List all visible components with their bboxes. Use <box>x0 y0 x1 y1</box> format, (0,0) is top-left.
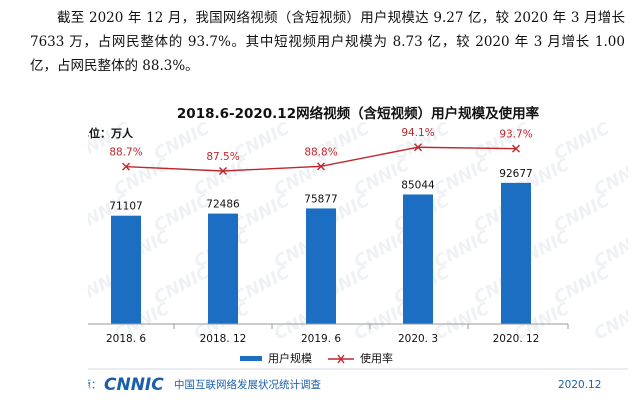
line-layer: 88.7% 87.5% 88.8% 94.1% 93.7% <box>109 127 533 175</box>
legend-line-label: 使用率 <box>360 351 393 365</box>
rate-value-label: 88.7% <box>109 147 142 159</box>
legend: 用户规模 使用率 <box>240 351 393 365</box>
chart-title: 2018.6-2020.12网络视频（含短视频）用户规模及使用率 <box>177 105 540 122</box>
bar-value-label: 72486 <box>206 199 240 211</box>
rate-marker <box>317 162 325 171</box>
bar-value-label: 75877 <box>304 193 337 205</box>
rate-marker <box>122 162 130 171</box>
source-date: 2020.12 <box>558 379 601 391</box>
legend-bar-label: 用户规模 <box>268 351 312 365</box>
bar-3 <box>306 208 336 324</box>
tick-layer: 2018. 6 2018. 12 2019. 6 2020. 3 2020. 12 <box>106 324 569 345</box>
watermark-text: CNNIC <box>431 298 494 344</box>
source-label: 来源： <box>88 378 102 391</box>
summary-paragraph: 截至 2020 年 12 月，我国网络视频（含短视频）用户规模达 9.27 亿，… <box>30 10 625 74</box>
rate-value-label: 93.7% <box>499 129 532 141</box>
rate-value-label: 88.8% <box>304 146 337 158</box>
watermark-text: CNNIC <box>591 298 628 344</box>
chart-svg: CNNIC CNNIC CNNIC CNNIC CNNIC CNNIC CNNICCNNIC… <box>88 105 628 395</box>
unit-label: 单位：万人 <box>88 126 134 140</box>
chart-figure: CNNIC CNNIC CNNIC CNNIC CNNIC CNNIC CNNIC CNNIC… <box>88 96 628 408</box>
legend-bar-swatch <box>240 356 262 361</box>
rate-marker <box>512 144 520 153</box>
x-tick-label: 2020. 3 <box>398 333 438 345</box>
bar-2 <box>208 213 238 324</box>
legend-line-swatch <box>328 354 354 364</box>
bar-5 <box>501 182 531 324</box>
bar-4 <box>403 194 433 324</box>
rate-value-label: 87.5% <box>206 151 239 163</box>
bar-1 <box>111 215 141 324</box>
rate-value-label: 94.1% <box>401 127 434 139</box>
x-tick-label: 2019. 6 <box>301 333 341 345</box>
cnnic-logo: CNNIC <box>104 375 164 395</box>
rate-marker <box>414 143 422 152</box>
bar-layer: 71107 72486 75877 85044 92677 <box>109 168 533 324</box>
watermark-layer: CNNIC CNNIC CNNIC CNNIC CNNIC CNNIC CNNICCNNIC… <box>88 118 628 344</box>
bar-value-label: 71107 <box>109 201 142 213</box>
x-tick-label: 2020. 12 <box>493 333 540 345</box>
x-tick-label: 2018. 6 <box>106 333 146 345</box>
x-tick-label: 2018. 12 <box>200 333 247 345</box>
bar-value-label: 92677 <box>499 168 532 180</box>
source-org: 中国互联网络发展状况统计调查 <box>174 378 321 391</box>
rate-marker <box>219 167 227 175</box>
bar-value-label: 85044 <box>401 179 435 191</box>
